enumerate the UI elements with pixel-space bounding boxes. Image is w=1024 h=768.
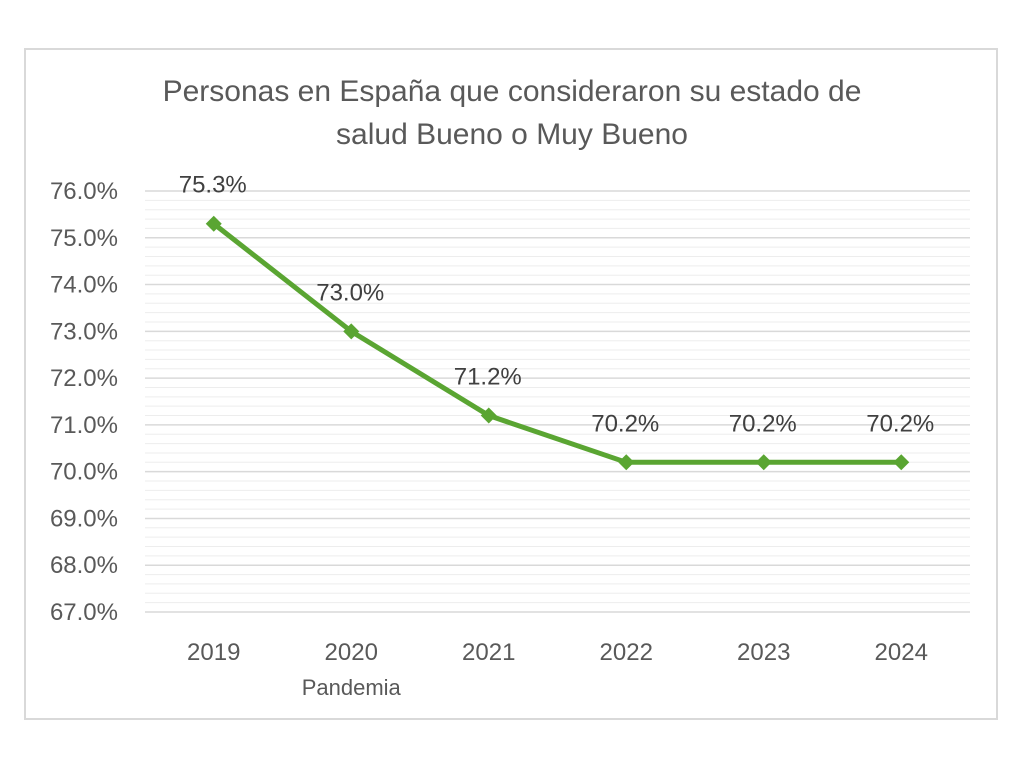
data-point-marker [755, 454, 772, 471]
y-tick-label: 76.0% [50, 178, 118, 205]
y-tick-label: 71.0% [50, 412, 118, 439]
series-line [211, 221, 904, 465]
x-tick-label: 2024 [875, 639, 928, 666]
x-tick-label: 2019 [187, 639, 240, 666]
data-point-marker [343, 323, 360, 340]
chart-title-line-1: Personas en España que consideraron su e… [163, 75, 862, 108]
y-tick-label: 72.0% [50, 365, 118, 392]
y-tick-label: 73.0% [50, 318, 118, 345]
x-tick-label: 2022 [600, 639, 653, 666]
y-tick-label: 67.0% [50, 599, 118, 626]
y-axis-tick-labels: 76.0% 75.0% 74.0% 73.0% 72.0% 71.0% 70.0% 69.0%… [50, 178, 118, 626]
x-tick-label: 2021 [462, 639, 515, 666]
y-tick-label: 70.0% [50, 459, 118, 486]
data-label: 70.2% [866, 410, 934, 437]
data-label: 75.3% [179, 172, 247, 199]
y-tick-label: 74.0% [50, 272, 118, 299]
data-label: 71.2% [454, 364, 522, 391]
annotation-label: Pandemia [302, 675, 402, 700]
series-line-group [211, 221, 904, 465]
data-labels: 75.3% 73.0% 71.2% 70.2% 70.2% 70.2% [179, 172, 935, 438]
x-axis-tick-labels: 2019 2020 2021 2022 2023 2024 [187, 639, 928, 666]
chart-title-line-2: salud Bueno o Muy Bueno [336, 118, 688, 151]
data-label: 73.0% [316, 279, 384, 306]
annotations: Pandemia [302, 675, 402, 700]
data-point-marker [480, 407, 497, 424]
data-label: 70.2% [729, 410, 797, 437]
data-point-marker [618, 454, 635, 471]
y-tick-label: 69.0% [50, 505, 118, 532]
data-point-marker [893, 454, 910, 471]
x-tick-label: 2023 [737, 639, 790, 666]
x-tick-label: 2020 [325, 639, 378, 666]
data-points [205, 215, 910, 471]
data-point-marker [205, 215, 222, 232]
y-tick-label: 75.0% [50, 225, 118, 252]
y-tick-label: 68.0% [50, 552, 118, 579]
chart-frame [24, 48, 998, 720]
data-label: 70.2% [591, 410, 659, 437]
gridlines [145, 190, 970, 613]
